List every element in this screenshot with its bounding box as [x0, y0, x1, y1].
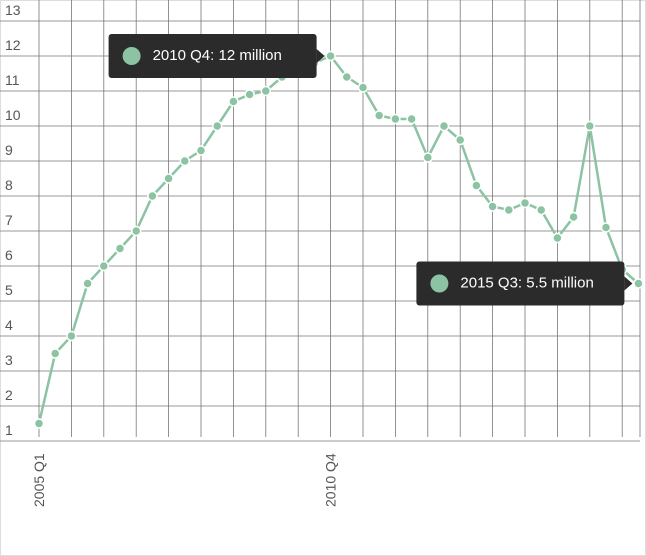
- data-point: [600, 222, 612, 233]
- data-point: [390, 113, 401, 125]
- y-tick-label: 7: [5, 212, 13, 228]
- y-tick-label: 10: [5, 107, 21, 123]
- data-point: [357, 82, 369, 93]
- tooltip-pointer: [624, 276, 633, 291]
- data-point: [66, 330, 77, 342]
- tooltip-swatch: [122, 47, 141, 65]
- data-point: [325, 50, 336, 62]
- data-point: [33, 418, 45, 429]
- y-tick-label: 6: [5, 247, 13, 263]
- x-tick-label: 2010 Q4: [323, 453, 339, 507]
- data-point: [487, 201, 498, 212]
- y-tick-label: 13: [5, 2, 21, 18]
- data-point: [211, 120, 223, 132]
- data-point: [633, 278, 644, 289]
- data-point: [422, 152, 434, 163]
- tooltip-text: 2015 Q3: 5.5 million: [460, 274, 593, 291]
- data-point: [179, 155, 191, 167]
- tooltip-swatch: [430, 274, 449, 293]
- tooltips: 2010 Q4: 12 million 2015 Q3: 5.5 million: [108, 34, 633, 306]
- y-tick-label: 5: [5, 282, 13, 298]
- data-point: [471, 180, 482, 191]
- y-tick-label: 4: [5, 317, 13, 333]
- data-point: [341, 71, 353, 83]
- data-point: [195, 145, 207, 156]
- data-point: [147, 190, 158, 202]
- data-point: [568, 211, 579, 223]
- data-point: [244, 89, 255, 100]
- data-point: [49, 348, 61, 359]
- y-tick-label: 3: [5, 352, 13, 368]
- tooltip: 2015 Q3: 5.5 million: [416, 261, 633, 306]
- data-point: [503, 204, 515, 216]
- data-point: [130, 225, 142, 237]
- data-point: [98, 260, 110, 272]
- data-point: [438, 120, 450, 132]
- data-point: [519, 197, 531, 209]
- y-tick-label: 12: [5, 37, 21, 53]
- y-tick-label: 11: [5, 72, 20, 88]
- data-point: [260, 85, 272, 97]
- tooltip-box: [416, 261, 625, 306]
- data-point: [163, 173, 174, 184]
- y-tick-label: 9: [5, 142, 13, 158]
- y-tick-label: 1: [5, 422, 13, 438]
- x-tick-label: 2005 Q1: [31, 453, 47, 507]
- data-point: [228, 96, 239, 107]
- data-point: [82, 278, 93, 289]
- tooltip-pointer: [316, 49, 325, 63]
- data-point: [535, 204, 547, 216]
- data-point: [454, 134, 466, 146]
- data-point: [373, 110, 385, 121]
- data-point: [406, 113, 417, 125]
- data-point: [584, 120, 596, 132]
- y-tick-label: 2: [5, 387, 13, 403]
- tooltip-text: 2010 Q4: 12 million: [153, 47, 282, 64]
- y-tick-label: 8: [5, 177, 13, 193]
- data-point: [114, 243, 126, 254]
- tooltip-box: [108, 34, 317, 78]
- data-point: [552, 232, 563, 244]
- tooltip: 2010 Q4: 12 million: [108, 34, 325, 78]
